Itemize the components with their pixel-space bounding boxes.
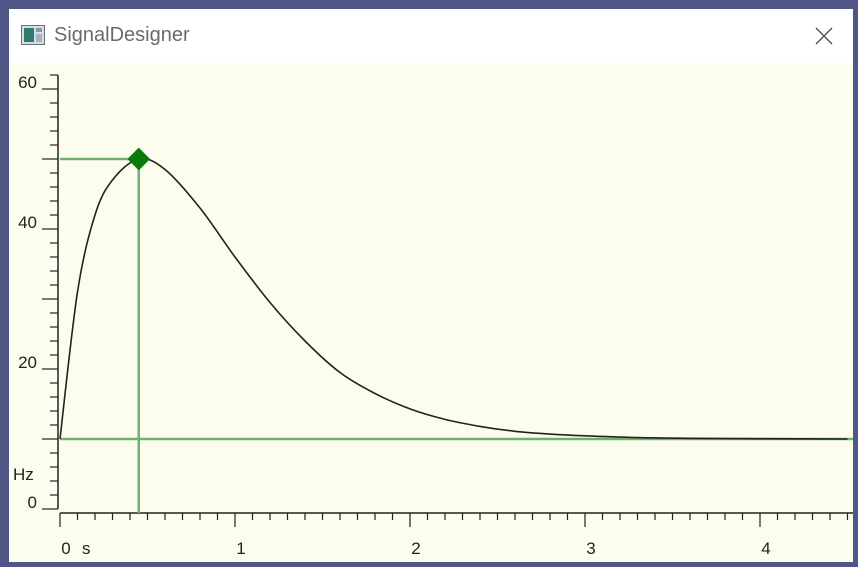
- x-tick-label: 4: [761, 539, 770, 558]
- signal-curve: [59, 157, 848, 440]
- title-bar[interactable]: SignalDesigner: [9, 9, 853, 63]
- y-tick-label: 60: [18, 73, 37, 92]
- window-title: SignalDesigner: [54, 24, 190, 46]
- x-tick-label: 2: [411, 539, 420, 558]
- x-tick-label: 3: [586, 539, 595, 558]
- close-button[interactable]: [795, 9, 853, 63]
- plot-background: [9, 63, 853, 562]
- y-tick-label: 20: [18, 353, 37, 372]
- close-icon: [815, 27, 833, 45]
- x-axis[interactable]: 0 1 2 3 4: [59, 512, 853, 558]
- x-axis-unit-label: s: [82, 539, 91, 558]
- y-tick-label: 40: [18, 213, 37, 232]
- app-window-icon: [21, 25, 45, 45]
- x-tick-label: 0: [61, 539, 70, 558]
- signal-designer-window: SignalDesigner 0 20 40 60 0 1 2 3 4 s Hz: [9, 9, 853, 562]
- signal-chart[interactable]: 0 20 40 60 0 1 2 3 4 s Hz: [9, 63, 853, 562]
- x-tick-label: 1: [236, 539, 245, 558]
- chart-area: 0 20 40 60 0 1 2 3 4 s Hz: [9, 63, 853, 562]
- y-axis[interactable]: 0 20 40 60: [18, 73, 59, 512]
- y-tick-label: 0: [28, 493, 37, 512]
- y-axis-unit-label: Hz: [13, 465, 34, 484]
